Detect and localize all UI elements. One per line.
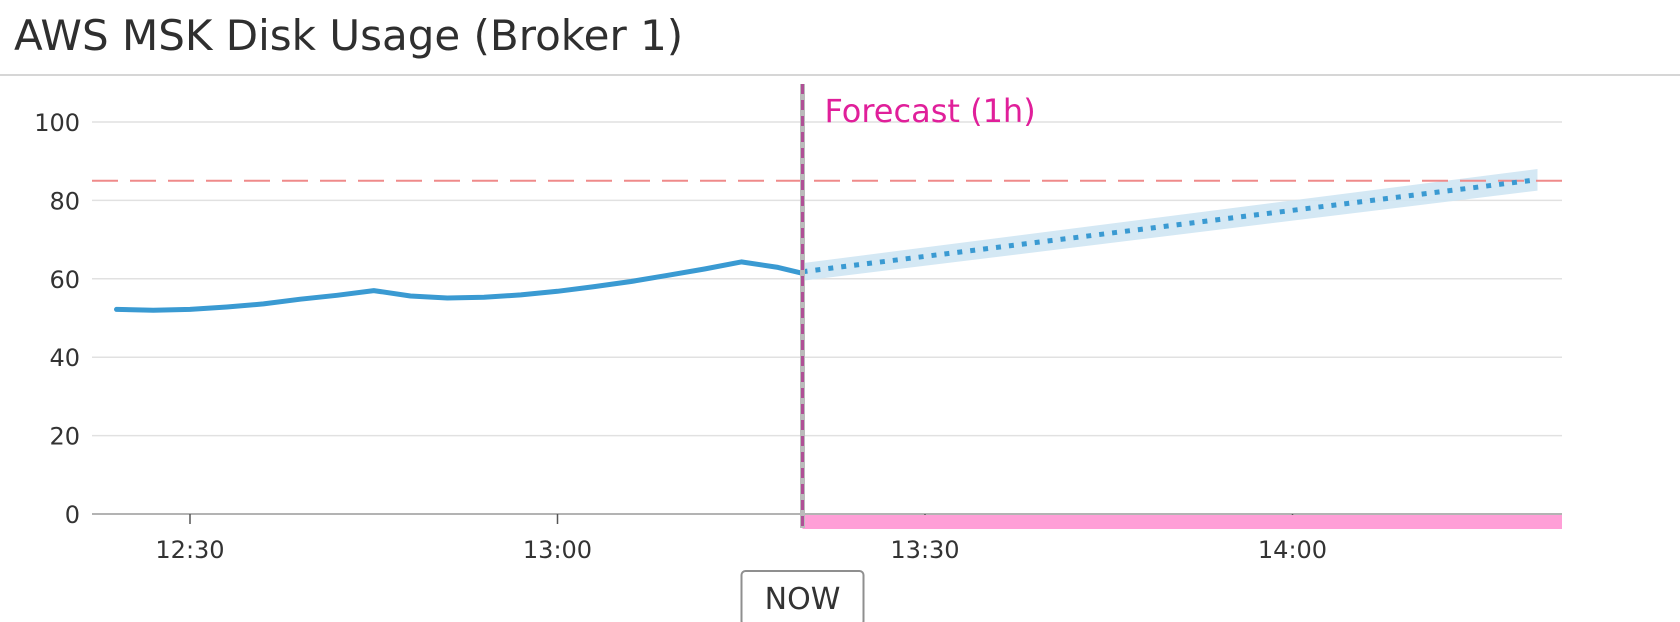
y-tick-label: 100 xyxy=(34,109,80,137)
y-tick-label: 40 xyxy=(49,344,80,372)
gridlines xyxy=(92,121,1562,437)
y-tick-label: 80 xyxy=(49,187,80,215)
forecast-confidence-band xyxy=(802,169,1538,281)
x-tick-label: 13:00 xyxy=(523,536,592,564)
series-line-disk-usage xyxy=(114,259,805,313)
y-tick-label: 0 xyxy=(65,501,80,529)
now-tag-label: NOW xyxy=(765,582,841,617)
forecast-period-bar xyxy=(802,515,1562,529)
x-tick-label: 13:30 xyxy=(890,536,959,564)
y-tick-label: 60 xyxy=(49,266,80,294)
title-divider xyxy=(0,74,1680,76)
y-tick-label: 20 xyxy=(49,423,80,451)
forecast-label: Forecast (1h) xyxy=(825,92,1036,130)
widget-title: AWS MSK Disk Usage (Broker 1) xyxy=(14,11,684,60)
x-tick-label: 12:30 xyxy=(155,536,224,564)
now-tag[interactable]: NOW xyxy=(740,570,865,622)
x-axis: 12:30 13:00 13:30 14:00 xyxy=(92,513,1562,564)
now-tag-box xyxy=(740,570,865,622)
x-tick-label: 14:00 xyxy=(1258,536,1327,564)
y-axis-ticks: 0 20 40 60 80 100 xyxy=(34,109,80,529)
